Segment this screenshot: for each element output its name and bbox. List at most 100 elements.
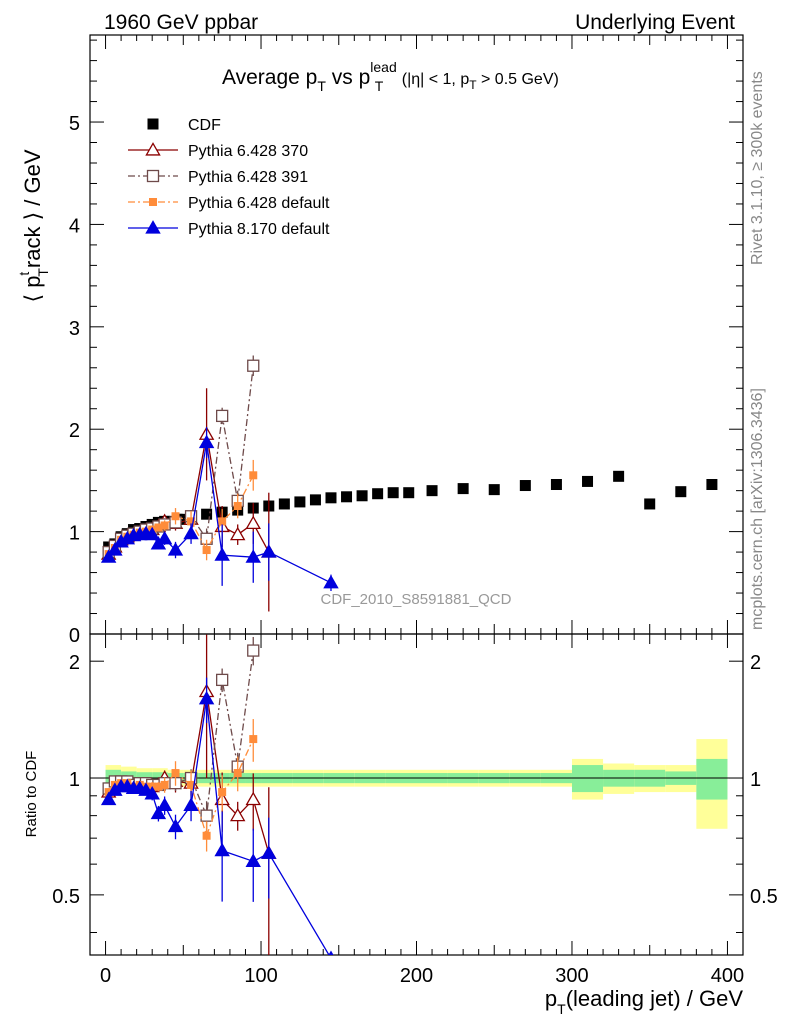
rivet-label: Rivet 3.1.10, ≥ 300k events (749, 71, 766, 265)
x-tick-label: 200 (400, 965, 433, 987)
header-right: Underlying Event (575, 11, 735, 34)
legend-label: Pythia 6.428 370 (188, 143, 308, 160)
data-point (171, 512, 180, 521)
legend-label: Pythia 8.170 default (188, 221, 330, 238)
watermark: CDF_2010_S8591881_QCD (321, 591, 512, 608)
legend-marker (145, 220, 161, 234)
ratio-point (214, 842, 230, 857)
y-axis-label: ⟨ pt Track ⟩ / GeV (16, 149, 51, 302)
data-point (144, 526, 160, 541)
data-point (216, 409, 229, 423)
data-point (309, 494, 321, 506)
data-point (278, 498, 290, 510)
data-point (488, 484, 500, 496)
ratio-point (328, 950, 334, 955)
data-point (214, 547, 230, 561)
ratio-point (198, 690, 215, 705)
series-p391 (102, 355, 260, 559)
data-point (160, 521, 169, 530)
band-inner-bin (696, 758, 728, 800)
data-point (706, 479, 718, 491)
ratio-y-tick-label: 2 (69, 652, 80, 674)
ratio-point (167, 818, 184, 833)
ratio-point (216, 673, 229, 687)
ratio-point (187, 780, 196, 789)
ratio-point (233, 769, 242, 778)
legend-label: CDF (188, 117, 221, 134)
data-point (644, 498, 656, 510)
legend-entry-cdf: CDF (147, 117, 221, 134)
ratio-series-p8def (100, 677, 334, 955)
data-point (183, 525, 199, 540)
header-left: 1960 GeV ppbar (104, 11, 258, 34)
data-point (550, 479, 562, 491)
data-point (249, 471, 258, 480)
ratio-point (229, 807, 246, 822)
ratio-point (150, 805, 167, 820)
legend-entry-p8def: Pythia 8.170 default (128, 220, 330, 238)
data-point (202, 546, 211, 555)
ratio-point (249, 735, 258, 744)
ratio-point (100, 791, 117, 806)
ratio-y-tick-label-right: 1 (750, 769, 761, 791)
data-point (457, 483, 469, 495)
data-point (675, 486, 687, 498)
data-point (233, 502, 242, 511)
data-point (325, 492, 337, 504)
data-point (229, 526, 246, 541)
x-tick-label: 0 (100, 965, 111, 987)
series-p8def (100, 427, 339, 591)
y-tick-label: 4 (69, 215, 80, 237)
data-point (519, 480, 531, 492)
ratio-point (247, 644, 260, 657)
data-point (107, 542, 123, 556)
legend-marker (146, 169, 160, 183)
data-point (403, 487, 415, 499)
legend-entry-p370: Pythia 6.428 370 (128, 142, 308, 160)
data-point (198, 434, 215, 449)
chart-title: Average pT vs plead T (|η| < 1, pT > 0.5 … (222, 59, 559, 94)
legend-label: Pythia 6.428 391 (188, 169, 308, 186)
data-point (426, 485, 438, 497)
ratio-axis-label: Ratio to CDF (23, 751, 40, 838)
data-point (613, 470, 625, 482)
data-point (582, 475, 594, 487)
y-tick-label: 5 (69, 113, 80, 135)
ratio-point (245, 791, 261, 806)
data-point (100, 549, 117, 563)
ratio-point (183, 797, 199, 812)
y-tick-label: 0 (69, 625, 80, 647)
ratio-panel: 0 100 200 300 400 0.5 0.5 1 1 2 2 (52, 633, 778, 987)
ratio-point (218, 788, 227, 797)
x-axis-label: pT(leading jet) / GeV (545, 986, 743, 1017)
data-point (218, 517, 227, 526)
ratio-y-tick-label-right: 0.5 (750, 886, 778, 908)
data-point (187, 517, 196, 526)
ratio-y-tick-label: 0.5 (52, 886, 80, 908)
data-point (387, 487, 399, 499)
ratio-point (200, 809, 213, 822)
data-point (156, 530, 173, 545)
ratio-point (245, 853, 261, 867)
ratio-line (108, 698, 330, 955)
data-point (167, 542, 184, 556)
data-point (294, 496, 306, 508)
ratio-point (202, 831, 211, 840)
x-tick-label: 300 (555, 965, 588, 987)
data-point (245, 549, 261, 563)
data-point (245, 515, 261, 530)
data-point (323, 574, 339, 589)
ratio-y-tick-label-right: 2 (750, 652, 761, 674)
ratio-series-p391 (102, 636, 260, 832)
mcplots-label: mcplots.cern.ch [arXiv:1306.3436] (749, 388, 766, 630)
data-point (154, 523, 163, 532)
series-p370 (100, 388, 277, 612)
y-tick-label: 3 (69, 318, 80, 340)
band-inner-bin (571, 765, 604, 793)
ratio-point (261, 845, 277, 859)
main-panel: 0 1 2 3 4 5 (69, 34, 744, 955)
legend-label: Pythia 6.428 default (188, 195, 330, 212)
legend-marker (149, 198, 157, 206)
legend-entry-p6def: Pythia 6.428 default (128, 195, 330, 212)
